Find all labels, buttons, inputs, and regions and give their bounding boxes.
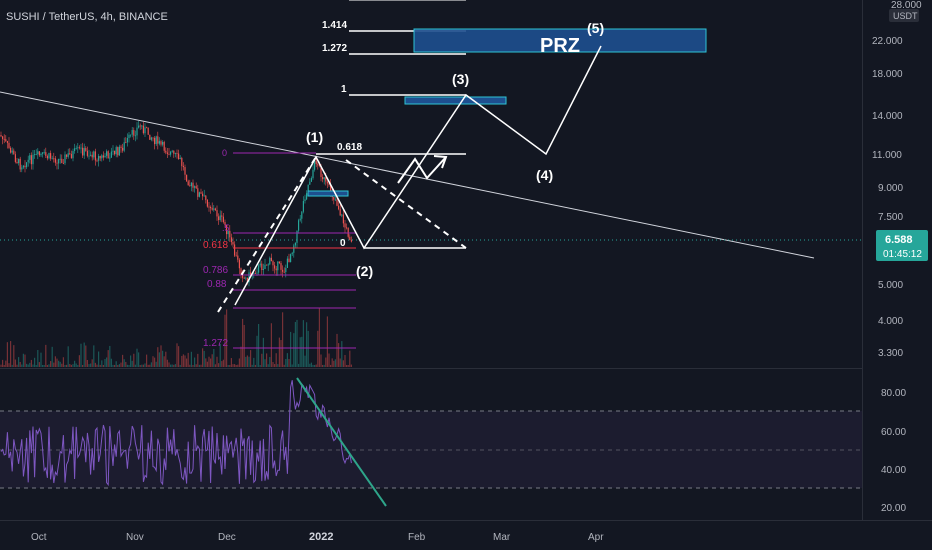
rsi-trendline[interactable] [296,377,387,507]
wave-5-label: (5) [587,20,604,36]
price-tick: 3.300 [878,348,903,359]
price-tick: 22.000 [872,36,903,47]
rsi-tick: 20.00 [881,503,906,514]
price-tick: 28.000 [891,0,922,11]
wave-4-label: (4) [536,167,553,183]
rsi-pane[interactable] [0,369,862,519]
time-tick: Feb [408,532,426,543]
price-tick: 4.000 [878,316,903,327]
fib-retracement-left[interactable]: 0 .5 0.618 0.786 0.88 1.272 [203,148,356,349]
wave-3-label: (3) [452,71,469,87]
fib-right-1414: 1.414 [322,20,347,31]
time-tick: Oct [31,532,47,543]
time-tick: Dec [218,532,236,543]
volume-bars [0,307,352,367]
price-tick: 18.000 [872,69,903,80]
time-tick: Nov [126,532,144,543]
price-tick: 5.000 [878,280,903,291]
arrow-head [433,155,448,169]
price-axis[interactable]: 28.000 USDT 22.000 18.000 14.000 11.000 … [863,0,932,520]
rsi-tick: 40.00 [881,465,906,476]
wave3-zone[interactable] [404,96,507,105]
fib-left-0786: 0.786 [203,265,228,276]
fib-left-0618: 0.618 [203,240,228,251]
currency-label: USDT [893,11,918,21]
symbol-title: SUSHI / TetherUS, 4h, BINANCE [6,11,168,23]
current-price: 6.588 [885,234,913,246]
fib-right-0618: 0.618 [337,142,362,153]
projection-dashed[interactable] [217,156,467,313]
fib-right-1272: 1.272 [322,43,347,54]
wave-1-label: (1) [306,129,323,145]
rsi-line [0,380,352,487]
time-tick: Apr [588,532,604,543]
fib-left-1272: 1.272 [203,338,228,349]
elliott-wave-path[interactable] [234,45,602,306]
rsi-tick: 60.00 [881,427,906,438]
price-tick: 9.000 [878,183,903,194]
price-tick: 14.000 [872,111,903,122]
fib-swing-zero: 0 [340,238,346,249]
wave-2-label: (2) [356,263,373,279]
prz-zone[interactable] [413,28,707,53]
descending-trendline[interactable] [0,91,815,259]
current-price-badge[interactable] [876,230,928,261]
rsi-tick: 80.00 [881,388,906,399]
time-tick-year: 2022 [309,531,333,543]
fib-right-1: 1 [341,84,347,95]
candlesticks[interactable] [0,120,352,287]
currency-badge[interactable] [889,9,919,22]
rsi-axis[interactable]: 80.00 60.00 40.00 20.00 [881,388,906,514]
fib-left-05: .5 [222,223,230,233]
zigzag-arrow[interactable] [397,156,447,184]
price-tick: 7.500 [878,212,903,223]
fib-left-0: 0 [222,148,227,158]
price-pane[interactable] [0,0,862,368]
fib-extension-right[interactable]: 1.414 1.272 1 0.618 0 [316,0,466,249]
price-tick: 11.000 [872,150,902,161]
fib-left-088: 0.88 [207,279,227,290]
prz-label: PRZ [540,35,580,57]
small-zone[interactable] [307,190,349,197]
time-tick: Mar [493,532,511,543]
time-axis[interactable]: Oct Nov Dec 2022 Feb Mar Apr [31,531,604,543]
countdown-timer: 01:45:12 [883,249,922,260]
